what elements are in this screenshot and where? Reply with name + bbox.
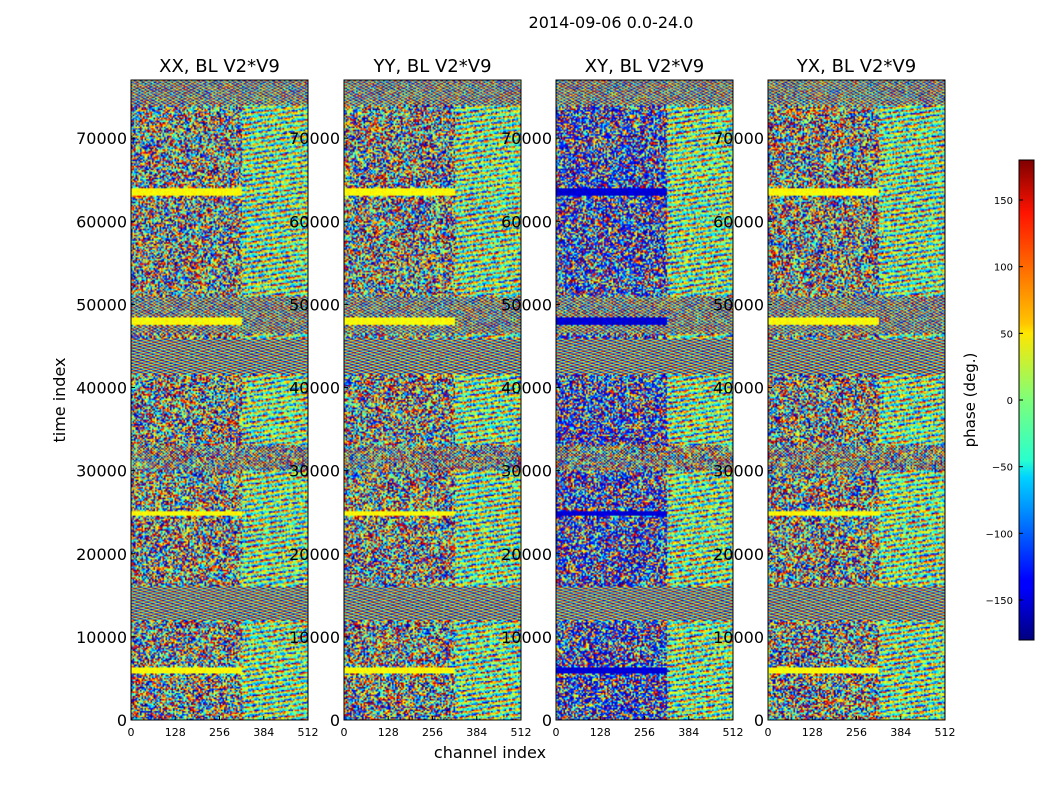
panel-xy: XY, BL V2*V9 0 128 256 384 512 0 10000 20000 3000…: [501, 56, 743, 739]
x-tick-label: 128: [165, 726, 186, 739]
x-tick-label: 0: [765, 726, 772, 739]
colorbar-tick-label: 150: [994, 196, 1013, 207]
y-tick-label: 20000: [76, 545, 127, 564]
colorbar: −150 −100 −50 0 50 100 150 phase (deg.): [961, 159, 1035, 641]
panel-xx: XX, BL V2*V9 0 128 256 384 512 0 10000 20000 3000…: [76, 56, 318, 739]
y-axis-label: time index: [50, 357, 69, 442]
y-tick-label: 0: [754, 711, 764, 730]
y-tick-label: 10000: [289, 628, 340, 647]
y-tick-label: 50000: [713, 295, 764, 314]
y-tick-label: 20000: [501, 545, 552, 564]
y-tick-label: 70000: [289, 129, 340, 148]
x-tick-label: 512: [511, 726, 532, 739]
y-tick-label: 10000: [76, 628, 127, 647]
y-tick-label: 50000: [501, 295, 552, 314]
x-tick-label: 256: [846, 726, 867, 739]
phase-heatmap-yx: [768, 80, 945, 720]
x-tick-label: 512: [298, 726, 319, 739]
panel-yx: YX, BL V2*V9 0 128 256 384 512 0 10000 20000 3000…: [713, 56, 955, 739]
x-tick-label: 512: [723, 726, 744, 739]
y-tick-label: 40000: [76, 379, 127, 398]
colorbar-tick-label: 0: [1007, 396, 1013, 407]
y-tick-label: 70000: [501, 129, 552, 148]
y-tick-label: 60000: [289, 212, 340, 231]
y-tick-label: 70000: [76, 129, 127, 148]
x-tick-label: 256: [422, 726, 443, 739]
x-tick-label: 384: [253, 726, 274, 739]
colorbar-ticks: −150 −100 −50 0 50 100 150: [986, 196, 1023, 607]
y-tick-label: 60000: [501, 212, 552, 231]
y-tick-label: 20000: [713, 545, 764, 564]
colorbar-tick-label: −100: [986, 529, 1013, 540]
x-tick-label: 256: [209, 726, 230, 739]
y-tick-label: 0: [330, 711, 340, 730]
y-tick-label: 50000: [76, 295, 127, 314]
panel-yy: YY, BL V2*V9 0 128 256 384 512 0 10000 20000 3000…: [289, 56, 531, 739]
y-tick-label: 20000: [289, 545, 340, 564]
x-tick-label: 0: [341, 726, 348, 739]
x-tick-label: 384: [466, 726, 487, 739]
panel-title: YX, BL V2*V9: [796, 56, 916, 77]
panels-group: XX, BL V2*V9 0 128 256 384 512 0 10000 20000 3000…: [76, 56, 955, 739]
y-tick-label: 40000: [501, 379, 552, 398]
y-tick-label: 50000: [289, 295, 340, 314]
y-tick-label: 40000: [713, 379, 764, 398]
y-tick-label: 0: [542, 711, 552, 730]
y-tick-label: 10000: [713, 628, 764, 647]
panel-title: XY, BL V2*V9: [585, 56, 704, 77]
x-tick-label: 128: [590, 726, 611, 739]
colorbar-tick-label: 50: [1000, 329, 1013, 340]
x-tick-label: 128: [378, 726, 399, 739]
y-tick-label: 30000: [713, 462, 764, 481]
suptitle: 2014-09-06 0.0-24.0: [529, 13, 694, 32]
panel-title: XX, BL V2*V9: [159, 56, 280, 77]
y-tick-label: 40000: [289, 379, 340, 398]
y-tick-label: 30000: [501, 462, 552, 481]
y-tick-label: 60000: [76, 212, 127, 231]
y-tick-label: 70000: [713, 129, 764, 148]
y-tick-label: 60000: [713, 212, 764, 231]
colorbar-tick-label: 100: [994, 263, 1013, 274]
x-axis-label: channel index: [434, 743, 546, 762]
y-tick-label: 10000: [501, 628, 552, 647]
phase-heatmap-yy: [344, 80, 521, 720]
y-tick-label: 0: [117, 711, 127, 730]
x-tick-label: 384: [890, 726, 911, 739]
y-tick-label: 30000: [76, 462, 127, 481]
x-tick-label: 384: [678, 726, 699, 739]
x-tick-label: 0: [128, 726, 135, 739]
y-tick-label: 30000: [289, 462, 340, 481]
x-tick-label: 256: [634, 726, 655, 739]
colorbar-label: phase (deg.): [961, 353, 979, 448]
phase-heatmap-xy: [556, 80, 733, 720]
colorbar-tick-label: −150: [986, 596, 1013, 607]
x-tick-label: 512: [935, 726, 956, 739]
colorbar-tick-label: −50: [992, 463, 1013, 474]
panel-title: YY, BL V2*V9: [372, 56, 491, 77]
x-tick-label: 0: [553, 726, 560, 739]
phase-heatmap-xx: [131, 80, 308, 720]
x-tick-label: 128: [802, 726, 823, 739]
